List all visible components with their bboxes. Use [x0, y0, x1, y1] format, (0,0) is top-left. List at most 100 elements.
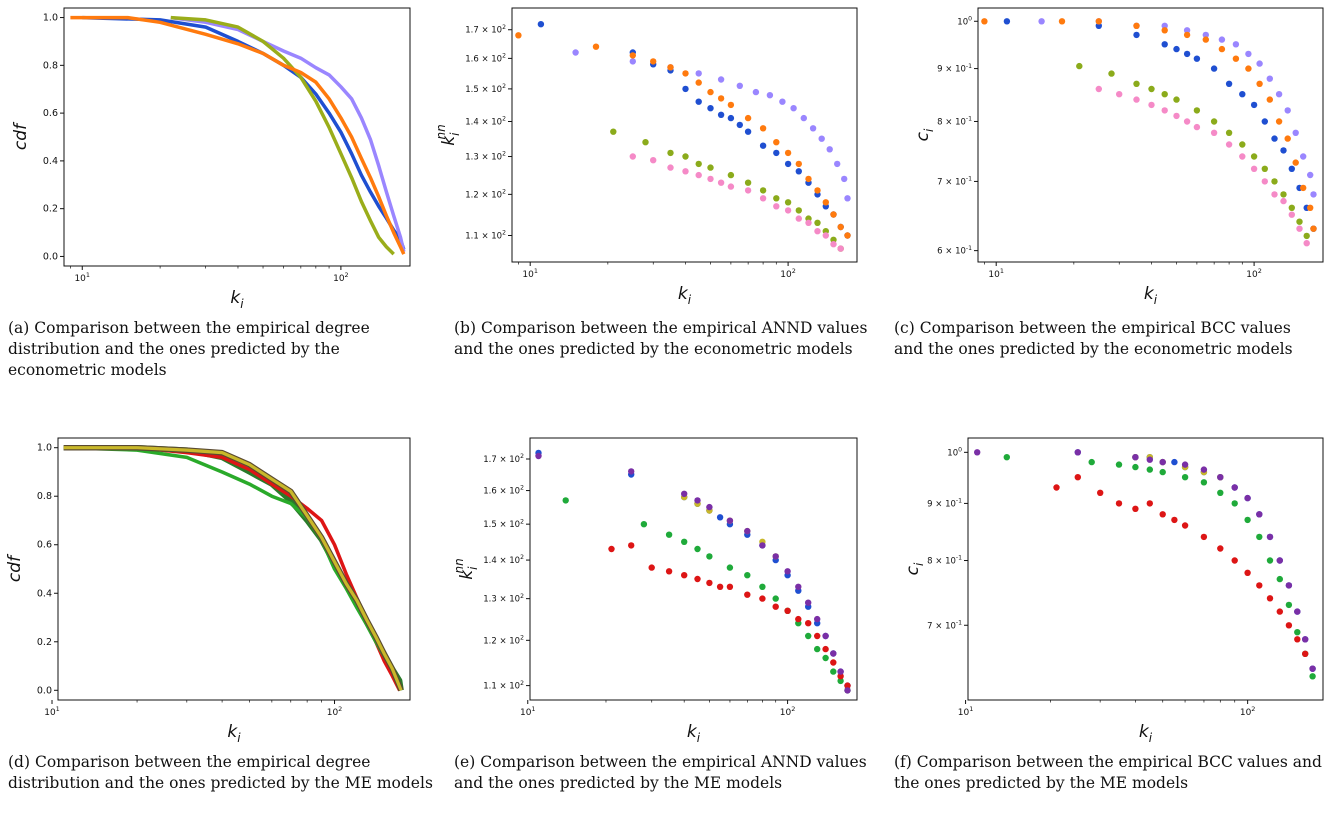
data-point — [1294, 629, 1301, 636]
data-point — [834, 160, 841, 168]
data-point — [717, 76, 725, 83]
data-point — [650, 58, 657, 65]
data-point — [1275, 91, 1283, 98]
data-point — [837, 245, 844, 252]
data-point — [1296, 225, 1303, 232]
data-point — [681, 538, 688, 545]
data-point — [1146, 500, 1154, 507]
data-point — [814, 187, 821, 194]
data-point — [795, 215, 802, 222]
data-point — [1173, 96, 1180, 103]
data-point — [1133, 96, 1140, 103]
data-point — [1280, 191, 1287, 198]
y-tick-label: 0.0 — [37, 685, 52, 696]
y-axis-label: kinn — [452, 558, 480, 579]
data-point — [1231, 500, 1238, 507]
series-line-3 — [70, 15, 406, 255]
data-point — [1256, 533, 1263, 541]
data-point — [1292, 159, 1299, 166]
y-tick-label: 7 × 10-1 — [927, 619, 962, 631]
data-point — [1210, 65, 1218, 72]
data-point — [1217, 545, 1224, 552]
data-point — [1200, 533, 1208, 541]
data-point — [1250, 101, 1258, 109]
data-point — [572, 49, 579, 56]
y-tick-label: 1.4 × 102 — [465, 116, 506, 128]
data-point — [1003, 18, 1011, 25]
y-tick-label: 0.8 — [37, 491, 52, 502]
data-point — [1256, 60, 1263, 67]
data-point — [805, 175, 812, 183]
data-point — [822, 645, 829, 653]
data-point — [1303, 240, 1310, 247]
data-point — [1266, 595, 1274, 602]
data-point — [773, 149, 780, 157]
data-point — [694, 575, 701, 583]
data-point — [1132, 505, 1139, 512]
data-point — [1245, 65, 1252, 72]
data-point — [1088, 458, 1095, 466]
plot-area — [515, 21, 851, 252]
data-point — [1095, 22, 1103, 29]
x-tick-label: 101 — [520, 705, 536, 718]
data-point — [682, 70, 689, 77]
data-point — [1276, 557, 1284, 564]
data-point — [707, 105, 714, 112]
y-tick-label: 100 — [957, 15, 972, 27]
data-point — [726, 517, 734, 524]
y-tick-label: 7 × 10-1 — [937, 176, 972, 188]
axes-frame — [511, 7, 858, 263]
data-point — [1302, 650, 1309, 657]
caption-text: Comparison between the empirical BCC val… — [894, 753, 1322, 792]
data-point — [1181, 461, 1189, 468]
data-point — [772, 595, 779, 602]
data-point — [1309, 665, 1316, 672]
y-axis-label: cdf — [5, 553, 25, 582]
data-point — [695, 160, 702, 168]
caption-text: Comparison between the empirical ANND va… — [454, 753, 867, 792]
data-point — [1294, 608, 1301, 615]
y-tick-label: 1.7 × 102 — [465, 24, 506, 36]
data-point — [779, 98, 786, 105]
data-point — [642, 139, 649, 146]
y-tick-label: 1.1 × 102 — [465, 230, 506, 242]
x-tick-label: 102 — [1246, 267, 1262, 280]
x-tick-label: 101 — [988, 267, 1004, 280]
x-axis-label: ki — [1144, 284, 1158, 307]
data-point — [1183, 118, 1191, 125]
data-point — [1200, 479, 1208, 486]
data-point — [706, 579, 713, 587]
data-point — [1292, 129, 1299, 136]
data-point — [844, 232, 851, 239]
data-point — [1244, 494, 1251, 502]
y-tick-label: 0.4 — [37, 588, 52, 599]
caption-label: (c) — [894, 319, 915, 337]
data-point — [759, 595, 766, 602]
axes-frame — [977, 7, 1324, 263]
data-point — [1161, 41, 1168, 48]
x-axis-label: ki — [230, 288, 244, 311]
data-point — [1250, 165, 1258, 172]
data-point — [736, 82, 743, 90]
data-point — [795, 207, 802, 214]
y-axis-label: ci — [903, 562, 926, 575]
data-point — [1288, 211, 1296, 218]
data-point — [628, 468, 635, 475]
caption-label: (e) — [454, 753, 476, 771]
x-tick-label: 102 — [333, 271, 349, 284]
caption-label: (b) — [454, 319, 477, 337]
x-tick-label: 102 — [780, 705, 796, 718]
data-point — [1146, 456, 1154, 463]
data-point — [736, 121, 743, 129]
data-point — [608, 545, 615, 553]
data-point — [841, 175, 848, 183]
data-point — [727, 171, 735, 179]
plot-area — [981, 18, 1317, 247]
data-point — [1261, 165, 1269, 172]
data-point — [1261, 118, 1269, 125]
data-point — [814, 228, 821, 235]
caption-b: (b) Comparison between the empirical ANN… — [454, 318, 874, 360]
data-point — [759, 187, 767, 194]
data-point — [665, 568, 673, 575]
data-point — [759, 583, 766, 590]
